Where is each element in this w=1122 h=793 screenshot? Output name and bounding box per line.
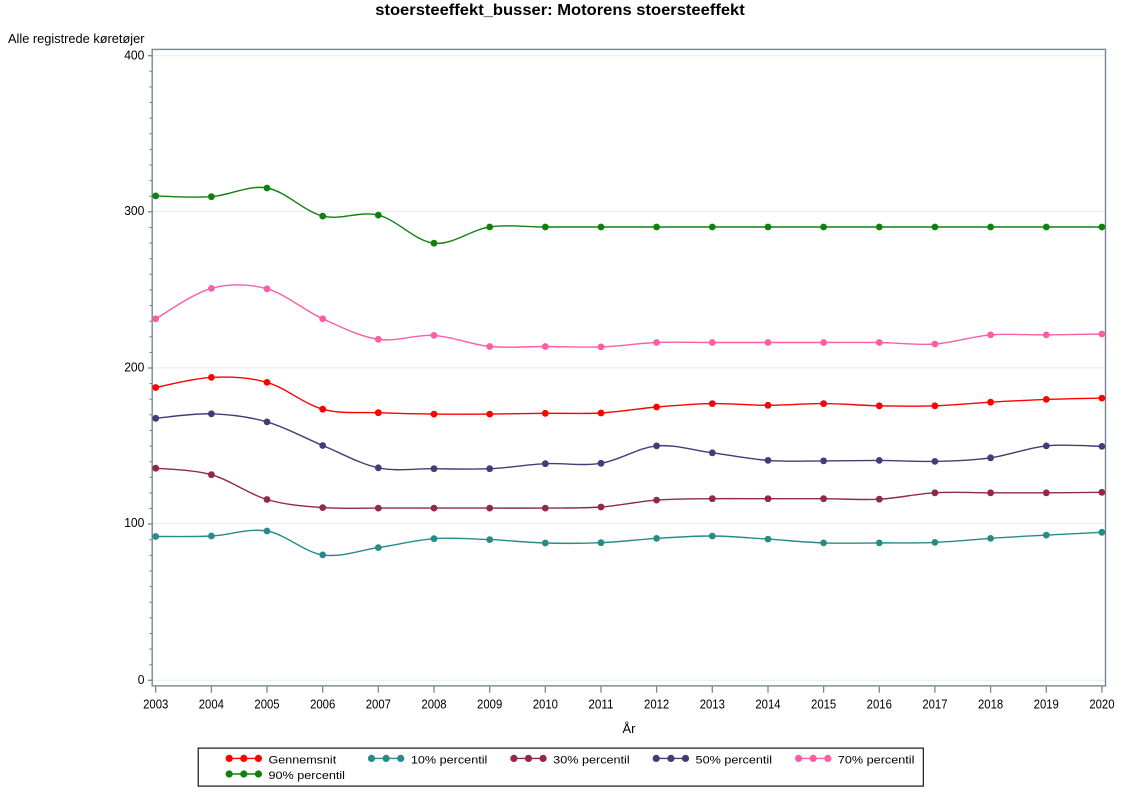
- svg-text:200: 200: [124, 359, 144, 374]
- svg-text:2005: 2005: [254, 696, 279, 711]
- svg-text:2012: 2012: [644, 696, 669, 711]
- svg-text:0: 0: [138, 672, 145, 687]
- svg-text:100: 100: [124, 515, 144, 530]
- svg-text:2014: 2014: [755, 696, 780, 711]
- svg-text:300: 300: [124, 203, 144, 218]
- svg-text:2006: 2006: [310, 696, 335, 711]
- svg-text:2011: 2011: [588, 696, 613, 711]
- svg-text:70% percentil: 70% percentil: [838, 754, 915, 766]
- svg-text:2019: 2019: [1034, 696, 1059, 711]
- svg-text:10% percentil: 10% percentil: [411, 754, 488, 766]
- svg-text:50% percentil: 50% percentil: [696, 754, 773, 766]
- svg-text:2018: 2018: [978, 696, 1003, 711]
- svg-text:Alle registrede køretøjer: Alle registrede køretøjer: [8, 31, 145, 46]
- svg-text:2015: 2015: [811, 696, 836, 711]
- svg-text:2009: 2009: [477, 696, 502, 711]
- svg-text:2010: 2010: [533, 696, 558, 711]
- svg-text:stoersteeffekt_busser: Motoren: stoersteeffekt_busser: Motorens stoerste…: [375, 2, 745, 19]
- svg-text:2017: 2017: [922, 696, 947, 711]
- svg-text:2004: 2004: [199, 696, 224, 711]
- svg-text:2007: 2007: [366, 696, 391, 711]
- svg-text:2020: 2020: [1089, 696, 1114, 711]
- svg-text:400: 400: [124, 47, 144, 62]
- svg-text:2008: 2008: [421, 696, 446, 711]
- svg-text:Gennemsnit: Gennemsnit: [269, 754, 338, 766]
- svg-text:90% percentil: 90% percentil: [269, 770, 346, 782]
- svg-text:2016: 2016: [867, 696, 892, 711]
- svg-text:2013: 2013: [700, 696, 725, 711]
- svg-text:2003: 2003: [143, 696, 168, 711]
- svg-text:År: År: [623, 721, 637, 736]
- svg-text:30% percentil: 30% percentil: [553, 754, 630, 766]
